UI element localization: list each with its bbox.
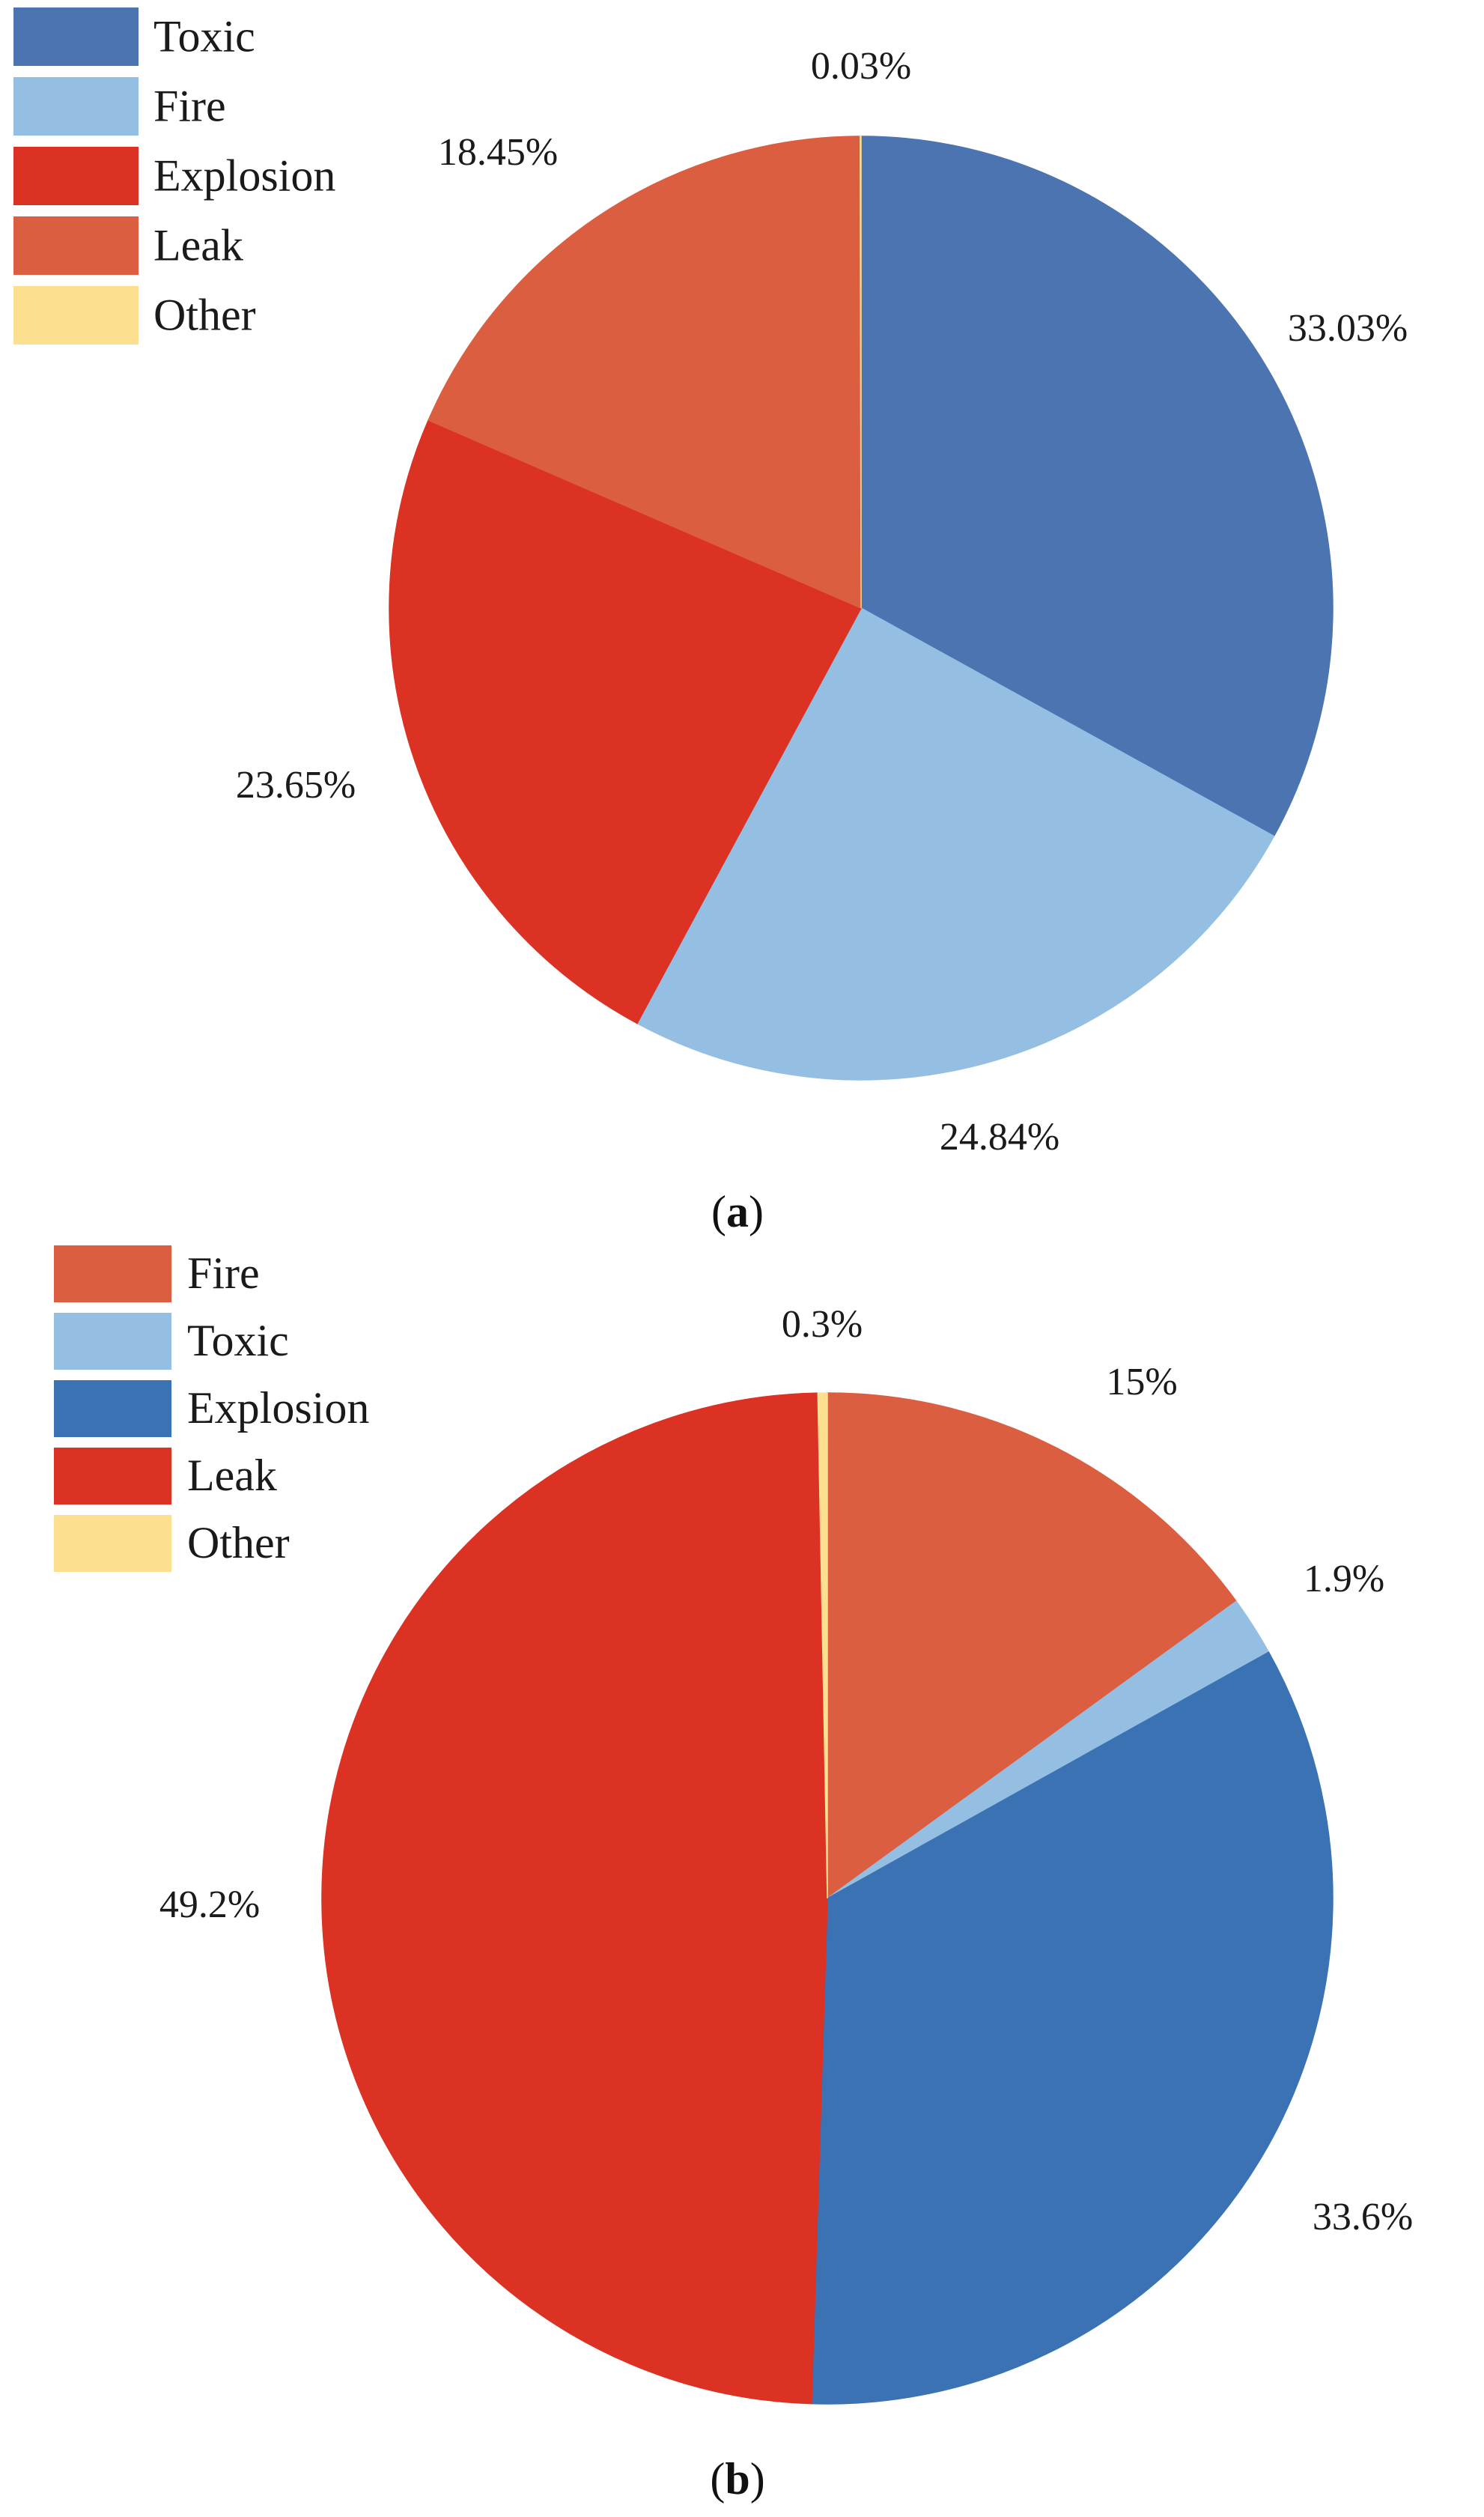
slice-label-other: 0.03% <box>811 45 911 88</box>
legend-swatch-fire <box>13 77 139 136</box>
legend-swatch-fire <box>54 1245 171 1302</box>
caption-b: (b) <box>710 2454 764 2504</box>
legend-swatch-leak <box>54 1448 171 1505</box>
legend-label-toxic: Toxic <box>153 12 255 61</box>
slice-label-fire: 24.84% <box>940 1116 1059 1159</box>
legend-label-leak: Leak <box>153 221 243 270</box>
slice-labels-b: 15% 1.9% 33.6% 49.2% 0.3% <box>159 1303 1413 2238</box>
slice-label-toxic: 33.03% <box>1288 307 1408 350</box>
pie-slice-toxic <box>860 136 1334 837</box>
slice-label-other: 0.3% <box>782 1303 863 1346</box>
legend-swatch-leak <box>13 216 139 275</box>
legend-swatch-other <box>13 286 139 344</box>
pie-slice-fire <box>636 607 1275 1081</box>
legend-label-other: Other <box>187 1518 290 1567</box>
legend-label-explosion: Explosion <box>153 151 335 201</box>
slice-label-explosion: 23.65% <box>236 764 356 807</box>
legend-label-explosion: Explosion <box>187 1383 369 1433</box>
legend-a: Toxic Fire Explosion Leak Other <box>13 7 335 344</box>
slices-a <box>389 136 1334 1081</box>
caption-a: (a) <box>711 1187 764 1236</box>
pie-slice-fire <box>827 1392 1238 1900</box>
pie-slice-leak <box>428 136 862 610</box>
legend-label-toxic: Toxic <box>187 1316 289 1365</box>
legend-swatch-other <box>54 1515 171 1572</box>
pie-slice-leak <box>321 1392 828 2405</box>
pie-slice-explosion <box>811 1651 1334 2405</box>
legend-label-fire: Fire <box>187 1248 260 1298</box>
legend-label-leak: Leak <box>187 1451 277 1500</box>
slice-label-toxic: 1.9% <box>1304 1558 1384 1600</box>
pie-chart-a: Toxic Fire Explosion Leak Other 33.03% 24.84%… <box>13 7 1408 1236</box>
pie-slice-other <box>817 1392 828 1899</box>
pie-slice-other <box>860 136 862 609</box>
legend-swatch-explosion <box>54 1380 171 1437</box>
slice-label-fire: 15% <box>1106 1361 1177 1403</box>
slice-label-leak: 18.45% <box>438 131 558 174</box>
slice-label-leak: 49.2% <box>159 1883 260 1926</box>
slice-label-explosion: 33.6% <box>1313 2196 1413 2238</box>
slice-labels-a: 33.03% 24.84% 23.65% 18.45% 0.03% <box>236 45 1408 1159</box>
slices-b <box>321 1392 1334 2405</box>
legend-swatch-explosion <box>13 147 139 205</box>
legend-swatch-toxic <box>54 1313 171 1370</box>
legend-label-fire: Fire <box>153 82 226 131</box>
legend-b: Fire Toxic Explosion Leak Other <box>54 1245 369 1572</box>
legend-swatch-toxic <box>13 7 139 66</box>
pie-slice-explosion <box>389 419 863 1024</box>
legend-label-other: Other <box>153 291 256 340</box>
pie-chart-b: Fire Toxic Explosion Leak Other 15% 1.9% 33.6%… <box>54 1245 1413 2504</box>
